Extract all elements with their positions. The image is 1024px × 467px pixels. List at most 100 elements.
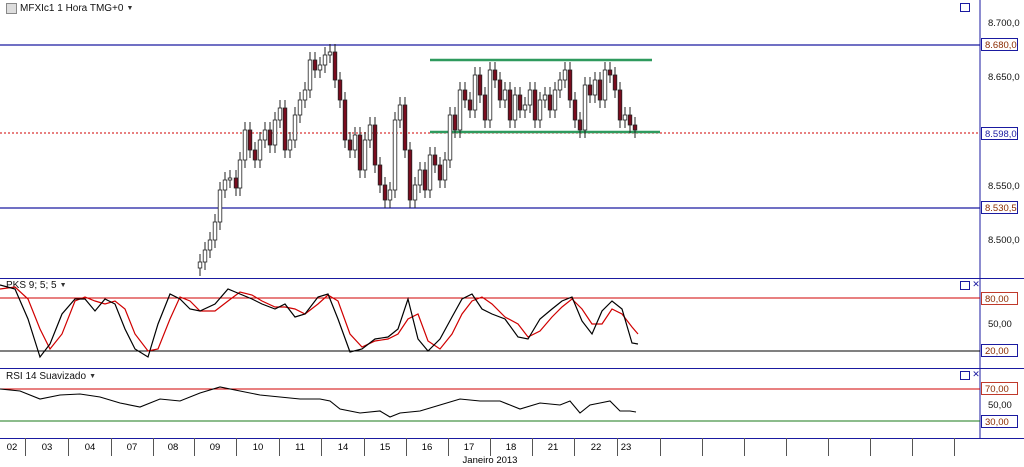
candle-down <box>482 94 488 121</box>
x-axis-date-label: 21 <box>547 442 559 453</box>
candle-up <box>427 154 433 191</box>
candle-up <box>327 51 333 56</box>
candle-up <box>277 107 283 121</box>
candle-down <box>517 94 523 111</box>
candle-down <box>377 164 383 186</box>
candle-up <box>287 139 293 151</box>
x-axis-date-label: 03 <box>41 442 53 453</box>
pks-pane-title[interactable]: PKS 9; 5; 5 ▼ <box>6 280 67 291</box>
candle-up <box>552 89 558 111</box>
x-axis-tick <box>954 438 955 456</box>
candle-up <box>262 129 268 141</box>
x-axis-tick <box>194 438 195 456</box>
candles-group <box>197 44 638 276</box>
candle-down <box>452 114 458 131</box>
price-pane-title[interactable]: MFXIc1 1 Hora TMG+0 ▼ <box>6 3 133 14</box>
x-axis-date-label: 11 <box>295 442 305 453</box>
candle-up <box>522 104 528 111</box>
x-axis-tick <box>702 438 703 456</box>
candle-up <box>352 134 358 151</box>
chevron-down-icon[interactable]: ▼ <box>59 282 67 289</box>
candle-up <box>297 99 303 116</box>
candle-up <box>562 69 568 81</box>
candle-down <box>612 74 618 91</box>
candle-up <box>317 64 323 71</box>
candle-down <box>402 104 408 151</box>
x-axis-tick <box>364 438 365 456</box>
x-axis-date-label: 10 <box>252 442 264 453</box>
candle-down <box>437 164 443 181</box>
x-axis-tick <box>153 438 154 456</box>
pks-fast-line <box>0 284 639 359</box>
candle-down <box>477 74 483 96</box>
candle-up <box>472 74 478 111</box>
square-icon[interactable] <box>960 3 970 12</box>
x-axis-date-label: 23 <box>620 442 632 453</box>
price-level-8550: 8.550,0 <box>988 181 1020 192</box>
candle-up <box>417 169 423 186</box>
candle-up <box>212 221 218 241</box>
candle-down <box>282 107 288 151</box>
rsi-pane[interactable]: RSI 14 Suavizado ▼ ✕ 70,00 50,00 30,00 <box>0 369 1024 439</box>
candle-up <box>527 89 533 106</box>
candle-up <box>412 184 418 201</box>
x-axis-tick <box>617 438 618 456</box>
candle-up <box>442 159 448 181</box>
candle-down <box>347 139 353 151</box>
rsi-level-50: 50,00 <box>988 400 1012 411</box>
x-axis-date-label: 04 <box>84 442 96 453</box>
candle-up <box>367 124 373 141</box>
x-axis-tick <box>870 438 871 456</box>
candle-up <box>602 69 608 101</box>
rsi-pane-title[interactable]: RSI 14 Suavizado ▼ <box>6 371 96 382</box>
price-level-8650: 8.650,0 <box>988 72 1020 83</box>
chevron-down-icon[interactable]: ▼ <box>89 373 96 380</box>
candle-down <box>627 114 633 126</box>
x-axis-tick <box>660 438 661 456</box>
candle-down <box>432 154 438 166</box>
candle-up <box>202 249 208 263</box>
candle-up <box>457 89 463 131</box>
pks-chart <box>0 279 981 368</box>
candle-up <box>447 114 453 161</box>
price-pane[interactable]: MFXIc1 1 Hora TMG+0 ▼ 8.700,0 8.650,0 8.… <box>0 0 1024 279</box>
price-level-8700: 8.700,0 <box>988 18 1020 29</box>
candle-up <box>237 159 243 189</box>
candle-down <box>607 69 613 76</box>
x-axis-tick <box>279 438 280 456</box>
x-axis: Janeiro 2013 <box>0 438 1024 467</box>
close-icon[interactable]: ✕ <box>972 369 980 379</box>
close-icon[interactable]: ✕ <box>972 279 980 289</box>
candle-down <box>492 69 498 81</box>
candle-up <box>227 177 233 181</box>
square-icon[interactable] <box>960 281 970 290</box>
x-axis-tick <box>25 438 26 456</box>
candle-down <box>617 89 623 121</box>
chevron-down-icon[interactable]: ▼ <box>126 5 134 12</box>
candle-down <box>372 124 378 166</box>
candle-up <box>292 114 298 141</box>
candle-down <box>342 99 348 141</box>
candle-up <box>197 261 203 269</box>
resistance-price-tag: 8.680,0 <box>981 38 1018 51</box>
candle-up <box>502 89 508 101</box>
rsi-chart <box>0 369 981 438</box>
x-axis-tick <box>744 438 745 456</box>
month-label: Janeiro 2013 <box>462 455 518 466</box>
x-axis-tick <box>406 438 407 456</box>
pks-pane[interactable]: PKS 9; 5; 5 ▼ ✕ 80,00 50,00 20,00 <box>0 279 1024 369</box>
candle-down <box>382 184 388 201</box>
candle-down <box>332 51 338 81</box>
candle-up <box>557 79 563 91</box>
candle-up <box>307 59 313 91</box>
candle-up <box>272 119 278 146</box>
x-axis-tick <box>111 438 112 456</box>
pks-level-80: 80,00 <box>981 292 1018 305</box>
candle-up <box>592 79 598 96</box>
x-axis-date-label: 15 <box>379 442 391 453</box>
pks-title: PKS 9; 5; 5 <box>6 280 57 291</box>
rsi-level-70: 70,00 <box>981 382 1018 395</box>
square-icon[interactable] <box>960 371 970 380</box>
candle-down <box>577 119 583 131</box>
pks-level-50: 50,00 <box>988 319 1012 330</box>
